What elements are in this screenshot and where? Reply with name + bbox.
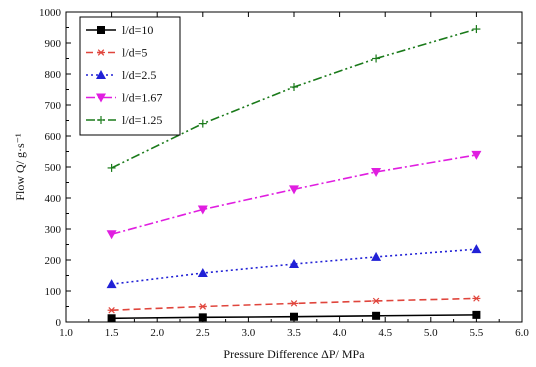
y-tick-label: 800 bbox=[45, 69, 62, 81]
x-tick-label: 3.0 bbox=[242, 327, 256, 339]
legend-label: l/d=10 bbox=[122, 23, 153, 37]
series-2 bbox=[106, 244, 482, 289]
y-axis-title: Flow Q/ g·s⁻¹ bbox=[13, 133, 27, 201]
data-point bbox=[96, 70, 106, 79]
data-point bbox=[107, 314, 116, 323]
legend-label: l/d=2.5 bbox=[122, 68, 156, 82]
x-tick-label: 5.0 bbox=[424, 327, 438, 339]
data-point-stroke bbox=[97, 49, 105, 56]
data-point bbox=[472, 295, 481, 302]
x-tick-label: 3.5 bbox=[287, 327, 301, 339]
series-1 bbox=[107, 295, 481, 314]
y-tick-label: 900 bbox=[45, 38, 62, 50]
y-tick-label: 700 bbox=[45, 100, 62, 112]
y-tick-label: 200 bbox=[45, 255, 62, 267]
legend-label: l/d=5 bbox=[122, 46, 147, 60]
series-line bbox=[111, 248, 477, 285]
data-point-stroke bbox=[372, 297, 380, 305]
data-point bbox=[290, 312, 298, 321]
y-tick-label: 400 bbox=[45, 193, 62, 205]
series-3 bbox=[106, 150, 482, 240]
data-point bbox=[471, 150, 482, 160]
data-point bbox=[198, 313, 207, 322]
data-point bbox=[197, 268, 208, 278]
data-point bbox=[472, 310, 481, 319]
data-point bbox=[107, 163, 116, 172]
y-tick-label: 600 bbox=[45, 131, 62, 143]
data-point bbox=[198, 119, 207, 128]
data-point bbox=[197, 205, 208, 215]
x-tick-label: 2.5 bbox=[196, 327, 210, 339]
x-tick-label: 2.0 bbox=[150, 327, 164, 339]
series-4 bbox=[107, 25, 481, 172]
data-point bbox=[107, 306, 116, 314]
y-tick-label: 300 bbox=[45, 224, 62, 236]
series-line bbox=[111, 297, 477, 312]
data-point bbox=[472, 25, 481, 34]
data-point bbox=[289, 185, 299, 195]
data-point bbox=[289, 259, 299, 269]
legend-box bbox=[79, 16, 181, 136]
data-point-stroke bbox=[108, 306, 115, 314]
legend-label: l/d=1.67 bbox=[122, 91, 162, 105]
y-tick-label: 0 bbox=[56, 317, 62, 329]
y-tick-label: 100 bbox=[45, 286, 62, 298]
data-point bbox=[372, 54, 381, 63]
x-tick-label: 6.0 bbox=[515, 327, 529, 339]
data-point bbox=[97, 49, 105, 56]
data-point bbox=[372, 297, 381, 305]
data-point bbox=[97, 116, 105, 124]
data-point-stroke bbox=[199, 303, 207, 310]
data-point bbox=[471, 244, 482, 254]
data-point-stroke bbox=[473, 295, 480, 302]
x-tick-label: 1.0 bbox=[59, 327, 73, 339]
series-layer bbox=[106, 25, 482, 323]
y-tick-label: 1000 bbox=[39, 7, 62, 19]
legend-label: l/d=1.25 bbox=[122, 113, 162, 127]
data-point bbox=[96, 93, 106, 103]
x-tick-label: 4.0 bbox=[333, 327, 347, 339]
x-axis-title: Pressure Difference ΔP/ MPa bbox=[223, 347, 365, 361]
data-point bbox=[371, 251, 382, 261]
data-point-stroke bbox=[290, 300, 298, 307]
series-0 bbox=[107, 310, 481, 323]
y-tick-label: 500 bbox=[45, 162, 62, 174]
data-point bbox=[290, 300, 298, 307]
data-point bbox=[371, 167, 382, 177]
data-point bbox=[106, 230, 117, 240]
x-tick-label: 4.5 bbox=[378, 327, 392, 339]
data-point bbox=[198, 303, 207, 310]
legend: l/d=10 l/d=5 l/d=2.5 l/d=1.67 l/d=1.25 bbox=[79, 16, 181, 136]
axes: 1.0 1.5 2.0 2.5 3.0 3.5 4.0 4.5 5.0 5.5 6.0 0 100 200… bbox=[13, 7, 529, 361]
data-point bbox=[97, 26, 105, 34]
data-point bbox=[106, 279, 117, 289]
data-point bbox=[372, 311, 381, 320]
x-tick-label: 1.5 bbox=[105, 327, 119, 339]
data-point bbox=[290, 83, 298, 92]
x-tick-label: 5.5 bbox=[470, 327, 484, 339]
series-line bbox=[111, 154, 477, 236]
